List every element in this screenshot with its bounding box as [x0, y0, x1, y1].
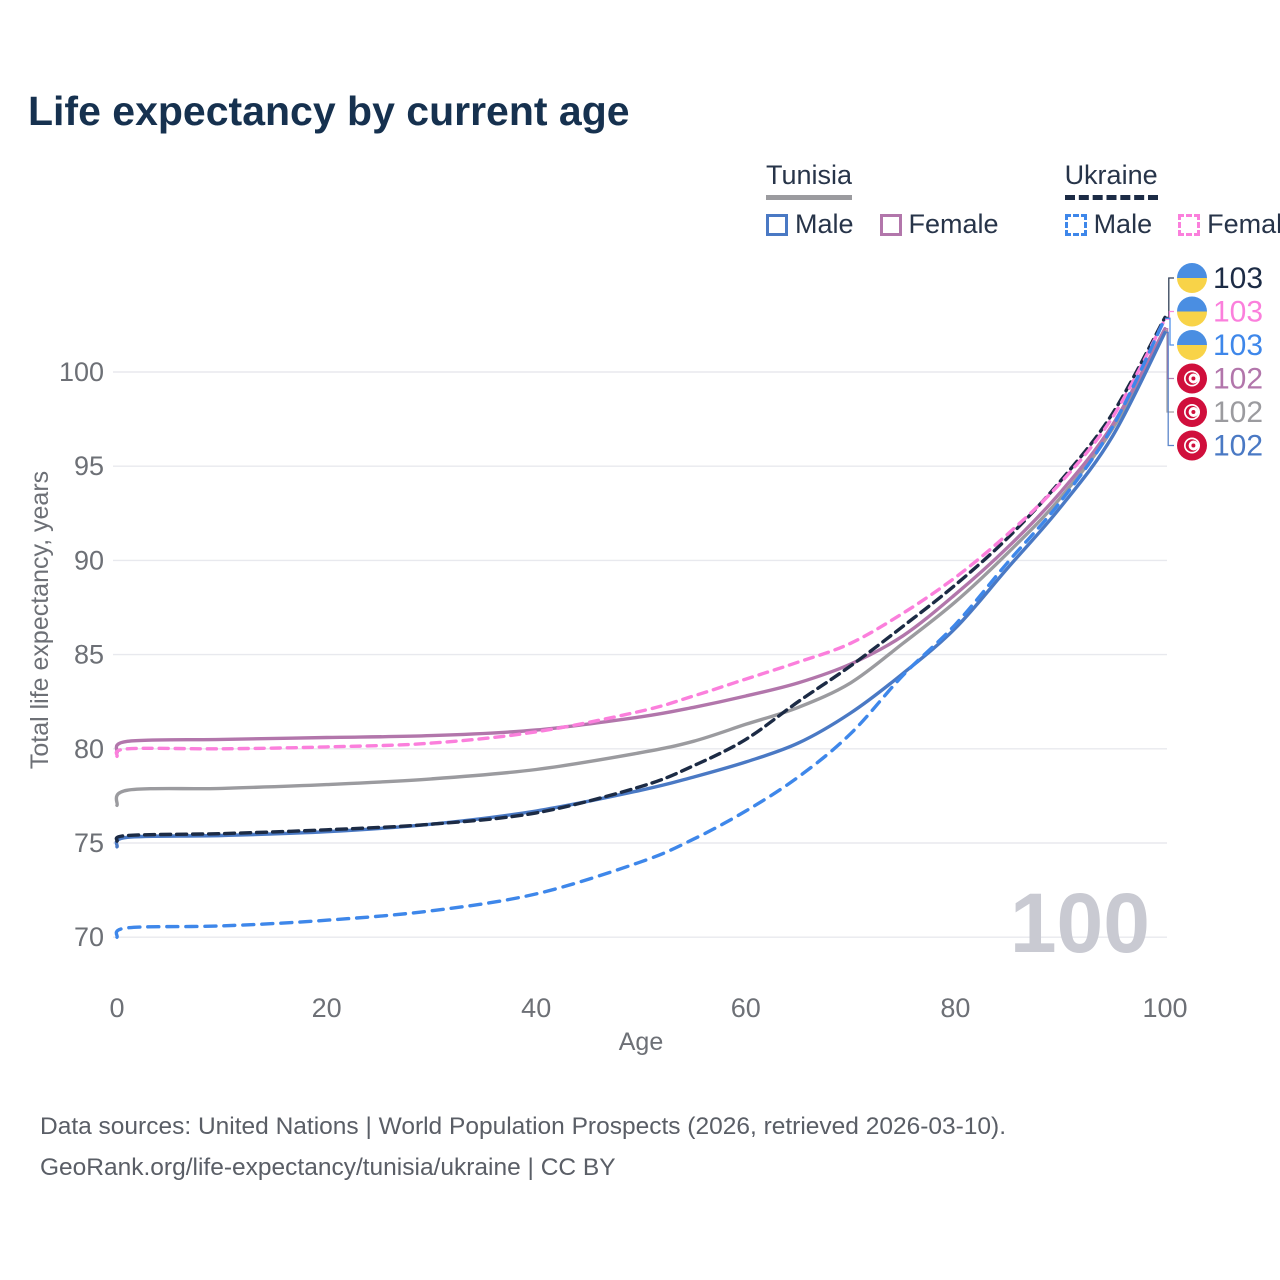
leader-line [1165, 317, 1174, 346]
tunisia-male-swatch-icon [766, 213, 788, 236]
legend-item-ukraine-male[interactable]: Male [1064, 209, 1153, 240]
x-axis-title: Age [619, 1028, 663, 1056]
series-line-tunisia-both[interactable] [114, 328, 1167, 807]
x-tick-label: 60 [731, 993, 761, 1023]
series-end-label-ukraine-male: 103 [1213, 329, 1263, 362]
legend-header-ukraine[interactable]: Ukraine [1064, 160, 1158, 200]
x-tick-label: 0 [109, 993, 124, 1023]
y-tick-label: 85 [74, 640, 104, 670]
legend-row-ukraine: Male Female [1064, 209, 1280, 240]
tunisia-female-swatch-icon [879, 213, 902, 236]
legend-item-label: Female [1207, 209, 1280, 239]
tunisia-flag-icon [1177, 363, 1207, 394]
attribution-link[interactable]: GeoRank.org/life-expectancy/tunisia/ukra… [40, 1154, 616, 1181]
leader-line [1165, 331, 1174, 447]
page-title: Life expectancy by current age [28, 88, 630, 134]
legend-group-tunisia: Tunisia Male Female [766, 160, 999, 240]
series-end-label-tunisia-male: 102 [1213, 430, 1263, 463]
x-tick-label: 100 [1142, 993, 1187, 1023]
legend-item-tunisia-female[interactable]: Female [879, 209, 999, 240]
x-tick-label: 20 [312, 993, 342, 1023]
leader-line [1165, 310, 1174, 320]
series-line-ukraine-both[interactable] [114, 315, 1167, 843]
ukraine-female-swatch-icon [1178, 213, 1201, 236]
x-tick-label: 40 [521, 993, 551, 1023]
y-tick-label: 90 [74, 545, 104, 575]
data-sources-text: Data sources: United Nations | World Pop… [40, 1113, 1007, 1140]
legend-item-tunisia-male[interactable]: Male [766, 209, 854, 240]
leader-line [1165, 277, 1174, 319]
x-tick-label: 80 [940, 993, 970, 1023]
ukraine-flag-icon [1177, 296, 1207, 327]
tunisia-flag-icon [1177, 397, 1207, 427]
series-end-label-ukraine-female: 103 [1213, 296, 1263, 329]
legend-row-tunisia: Male Female [766, 209, 999, 240]
legend-item-label: Male [795, 209, 854, 239]
series-end-label-tunisia-both: 102 [1213, 396, 1263, 429]
series-line-ukraine-male[interactable] [114, 316, 1167, 939]
y-tick-label: 80 [74, 734, 104, 764]
y-tick-label: 100 [59, 357, 104, 387]
y-axis-title: Total life expectancy, years [26, 471, 54, 769]
age-watermark: 100 [1010, 876, 1150, 970]
series-line-ukraine-female[interactable] [114, 317, 1167, 758]
series-line-tunisia-female[interactable] [114, 327, 1167, 755]
y-tick-label: 70 [74, 922, 104, 952]
y-tick-label: 95 [74, 451, 104, 481]
ukraine-flag-icon [1177, 330, 1207, 360]
legend-group-ukraine: Ukraine Male Female [1064, 160, 1280, 240]
series-end-label-ukraine-both: 103 [1213, 262, 1263, 295]
footer: Data sources: United Nations | World Pop… [40, 1106, 1006, 1188]
legend: Tunisia Male Female Ukraine Male [766, 160, 1280, 240]
legend-item-label: Male [1093, 209, 1153, 239]
y-tick-label: 75 [74, 828, 104, 858]
ukraine-flag-icon [1177, 263, 1207, 293]
series-end-label-tunisia-female: 102 [1213, 363, 1263, 396]
legend-header-tunisia[interactable]: Tunisia [766, 160, 853, 200]
ukraine-male-swatch-icon [1064, 213, 1087, 236]
series-line-tunisia-male[interactable] [114, 330, 1167, 849]
legend-item-ukraine-female[interactable]: Female [1178, 209, 1280, 240]
tunisia-flag-icon [1177, 430, 1207, 461]
legend-item-label: Female [908, 209, 999, 239]
